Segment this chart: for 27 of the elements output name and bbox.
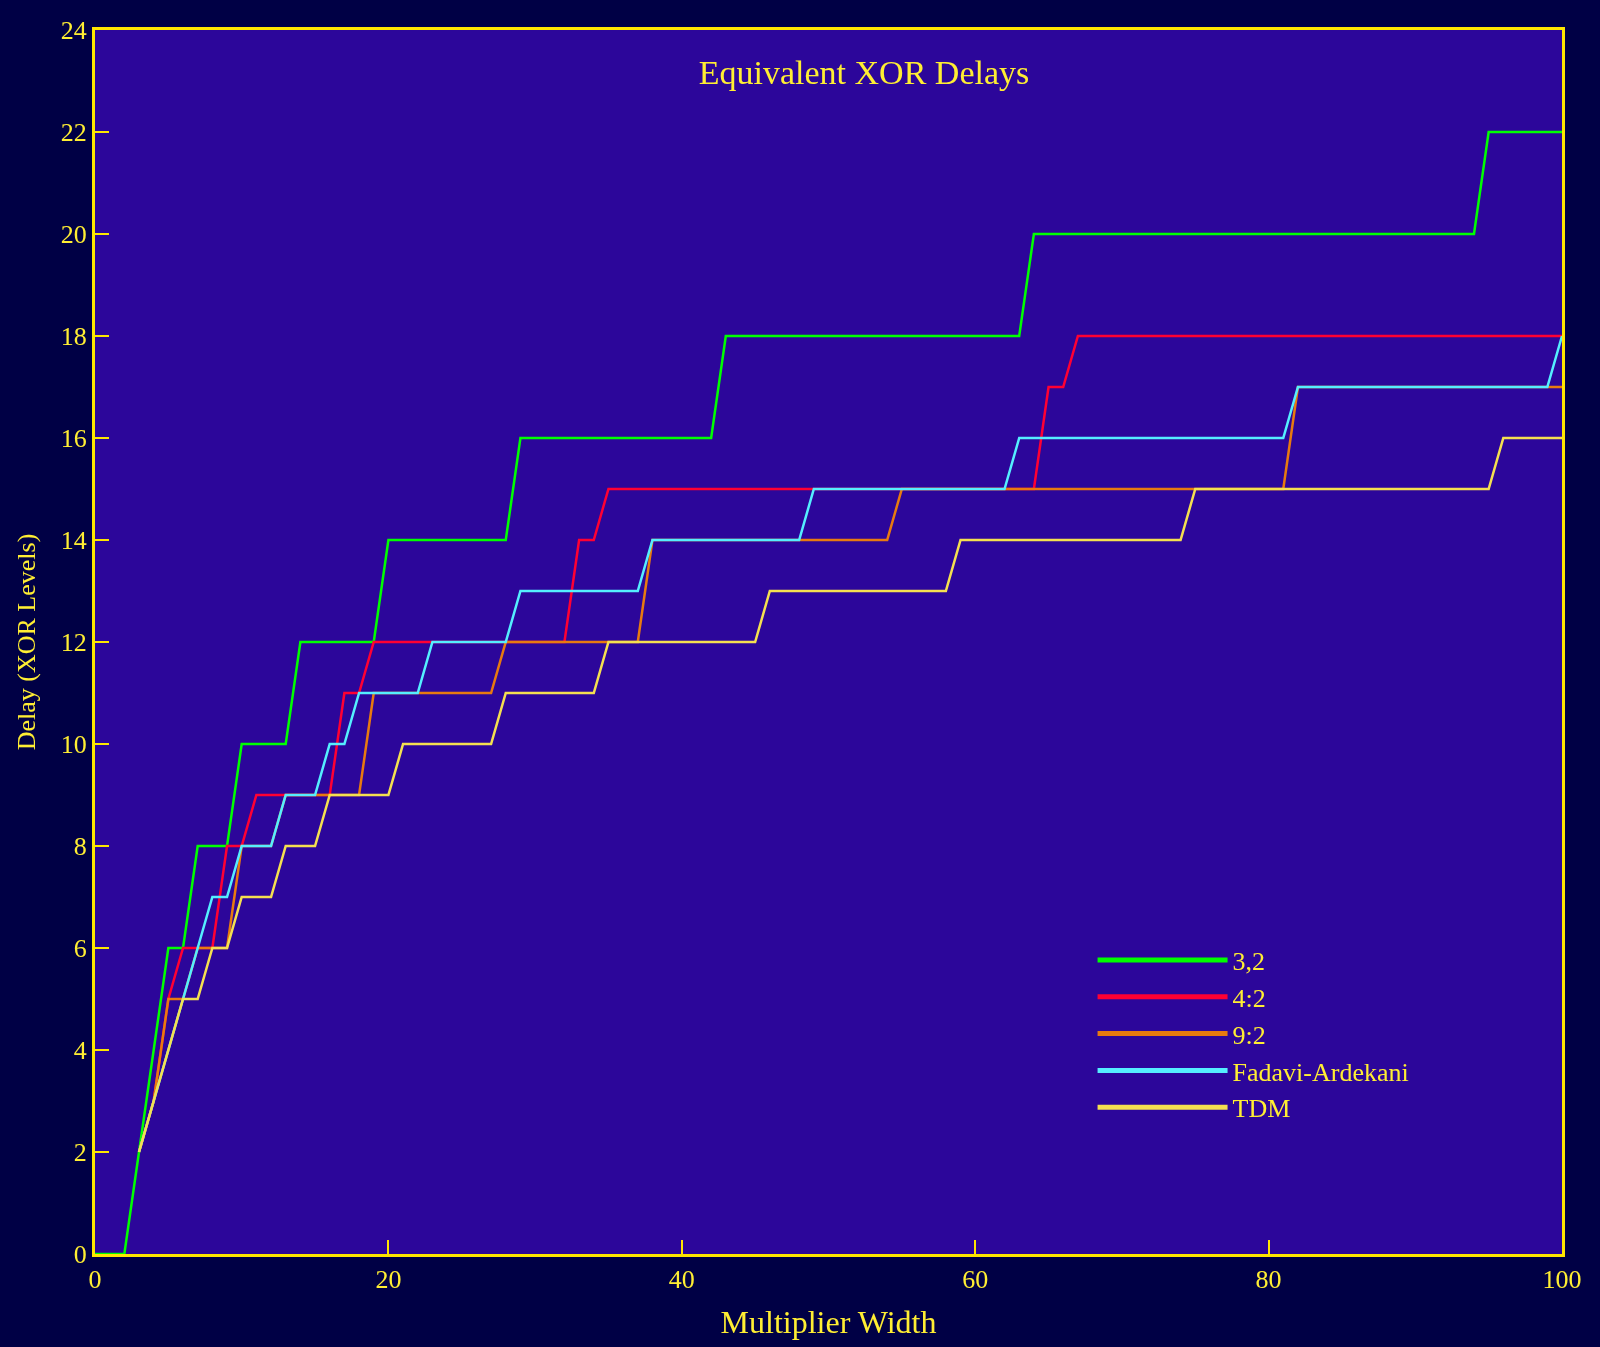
x-tick-label: 40 bbox=[668, 1265, 695, 1295]
y-tick-label: 18 bbox=[60, 322, 87, 352]
x-tick-label: 20 bbox=[375, 1265, 402, 1295]
legend-label: TDM bbox=[1232, 1094, 1291, 1124]
y-tick-label: 0 bbox=[73, 1240, 87, 1270]
x-tick-label: 100 bbox=[1542, 1265, 1582, 1295]
x-tick-label: 80 bbox=[1255, 1265, 1282, 1295]
y-axis-title: Delay (XOR Levels) bbox=[12, 533, 42, 751]
y-tick-label: 8 bbox=[73, 832, 87, 862]
y-tick-label: 14 bbox=[60, 526, 87, 556]
legend-label: 9:2 bbox=[1232, 1020, 1266, 1050]
legend-label: 4:2 bbox=[1232, 983, 1266, 1013]
legend-label: 3,2 bbox=[1232, 947, 1266, 977]
y-tick-label: 20 bbox=[60, 220, 87, 250]
y-tick-label: 6 bbox=[73, 934, 87, 964]
y-tick-label: 10 bbox=[60, 730, 87, 760]
line-series bbox=[95, 130, 1562, 1254]
y-tick-label: 24 bbox=[60, 16, 87, 46]
y-tick-label: 12 bbox=[60, 628, 87, 658]
text: Equivalent XOR Delays bbox=[698, 54, 1030, 92]
y-tick-label: 16 bbox=[60, 424, 87, 454]
y-tick-label: 4 bbox=[73, 1036, 87, 1066]
x-axis-title: Multiplier Width bbox=[720, 1304, 937, 1341]
x-tick-label: 60 bbox=[962, 1265, 989, 1295]
y-tick-label: 2 bbox=[73, 1138, 87, 1168]
legend-label: Fadavi-Ardekani bbox=[1232, 1057, 1409, 1087]
y-tick-label: 22 bbox=[60, 118, 87, 148]
